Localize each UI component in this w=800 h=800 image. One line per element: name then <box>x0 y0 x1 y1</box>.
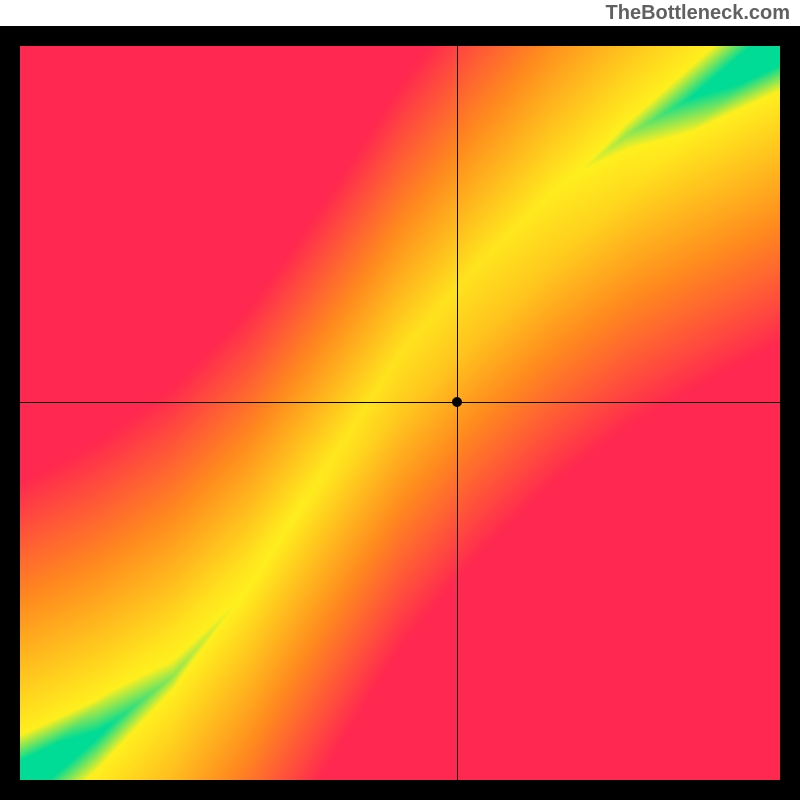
crosshair-horizontal <box>20 402 780 403</box>
figure-container: TheBottleneck.com <box>0 0 800 800</box>
heatmap-canvas <box>20 46 780 780</box>
marker-point <box>452 397 462 407</box>
plot-area <box>20 46 780 780</box>
plot-frame <box>0 26 800 800</box>
watermark-text: TheBottleneck.com <box>606 2 790 25</box>
crosshair-vertical <box>457 46 458 780</box>
